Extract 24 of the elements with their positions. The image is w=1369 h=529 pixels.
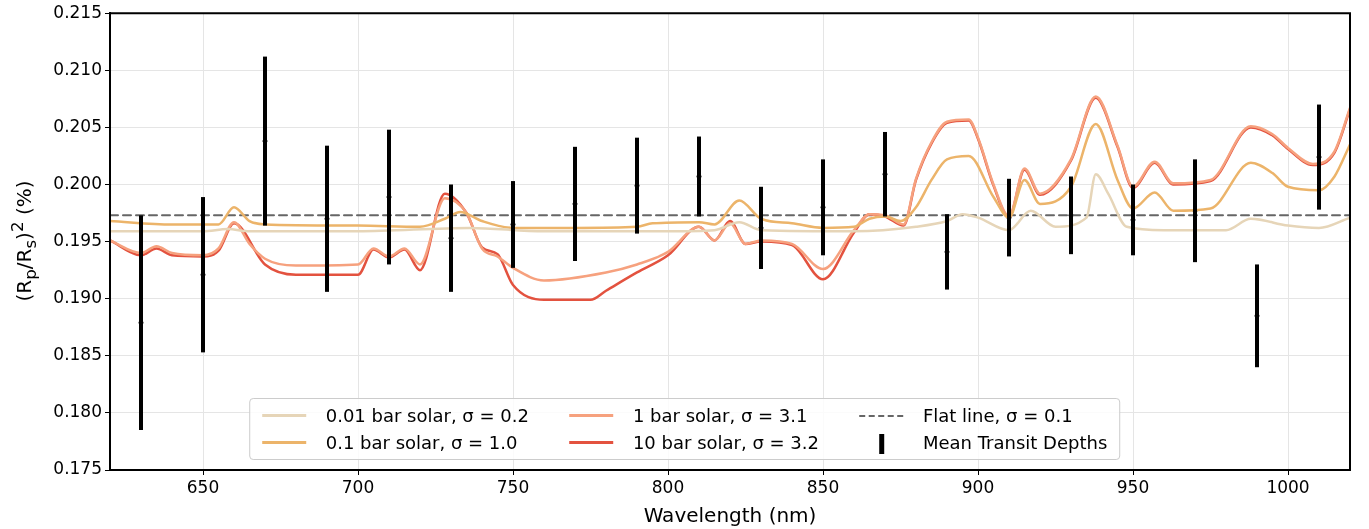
legend-label: Mean Transit Depths [922,432,1108,453]
x-tick-label: 650 [186,476,220,497]
y-tick-label: 0.210 [53,58,102,79]
y-tick-label: 0.190 [53,287,102,308]
x-tick-label: 1000 [1266,476,1310,497]
x-tick-label: 750 [496,476,530,497]
x-axis-title: Wavelength (nm) [643,503,817,528]
y-tick-label: 0.180 [53,401,102,422]
legend-label: 10 bar solar, σ = 3.2 [632,432,819,453]
x-tick-label: 850 [806,476,840,497]
y-tick-label: 0.215 [53,1,102,22]
y-tick-label: 0.175 [53,458,102,479]
y-tick-label: 0.195 [53,230,102,251]
legend-label: 1 bar solar, σ = 3.1 [632,405,808,426]
x-tick-label: 900 [961,476,995,497]
x-tick-label: 700 [341,476,375,497]
legend-label: Flat line, σ = 0.1 [922,405,1073,426]
legend-label: 0.01 bar solar, σ = 0.2 [325,405,529,426]
x-tick-label: 800 [651,476,685,497]
legend-label: 0.1 bar solar, σ = 1.0 [325,432,518,453]
y-tick-label: 0.200 [53,172,102,193]
x-tick-label: 950 [1116,476,1150,497]
y-tick-label: 0.185 [53,344,102,365]
y-tick-label: 0.205 [53,115,102,136]
